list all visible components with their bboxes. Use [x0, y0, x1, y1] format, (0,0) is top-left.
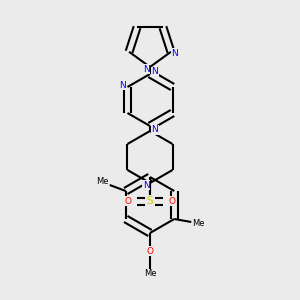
Text: O: O	[124, 196, 131, 206]
Text: N: N	[119, 80, 126, 89]
Text: Me: Me	[144, 269, 156, 278]
Text: O: O	[146, 247, 154, 256]
Text: N: N	[152, 125, 158, 134]
Text: Me: Me	[192, 220, 205, 229]
Text: N: N	[142, 181, 149, 190]
Text: N: N	[172, 49, 178, 58]
Text: N: N	[152, 68, 158, 76]
Text: N: N	[142, 64, 149, 74]
Text: S: S	[147, 196, 153, 206]
Text: O: O	[169, 196, 176, 206]
Text: Me: Me	[97, 178, 109, 187]
